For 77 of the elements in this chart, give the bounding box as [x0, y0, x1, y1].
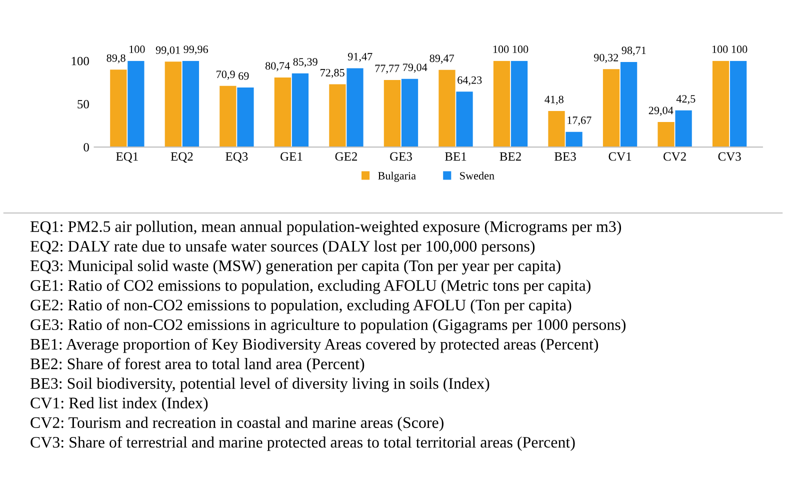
- bar: [401, 78, 418, 148]
- text: BE1: Average proportion of Key Biodiversity Areas covered by protected areas (Percent): [30, 338, 598, 353]
- bar: [602, 69, 620, 148]
- text: EQ2: DALY rate due to unsafe water sources (DALY lost per 100,000 persons): [30, 240, 535, 255]
- bar: [566, 132, 582, 148]
- data-label: 41,8: [544, 96, 564, 105]
- data-label: 70,9: [216, 70, 235, 80]
- x-tick-label: CV1: [608, 152, 632, 161]
- text: EQ1: PM2.5 air pollution, mean annual population-weighted exposure (Micrograms per m3): [30, 220, 622, 236]
- x-tick-label: EQ1: [116, 152, 138, 163]
- bar: [510, 60, 528, 148]
- data-label: 99,01: [156, 46, 180, 56]
- data-label: 100: [732, 46, 748, 54]
- data-label: 72,85: [320, 68, 344, 78]
- data-label: 100: [130, 46, 145, 54]
- y-tick-label: 100: [72, 56, 89, 66]
- x-tick-label: BE3: [554, 152, 576, 161]
- bar: [292, 73, 309, 148]
- data-label: 79,04: [403, 64, 428, 73]
- bar: [675, 110, 692, 148]
- data-label: 89,8: [106, 54, 126, 64]
- x-tick-label: CV2: [664, 152, 686, 161]
- bar: [110, 70, 127, 148]
- x-tick-label: EQ2: [170, 152, 193, 163]
- bar: [548, 111, 565, 148]
- bar: [346, 68, 364, 148]
- text: GE2: Ratio of non-CO2 emissions to population, excluding AFOLU (Ton per capita): [30, 299, 572, 314]
- x-tick-label: GE1: [280, 152, 302, 161]
- y-tick-label: 0: [84, 143, 89, 152]
- bar: [456, 92, 473, 148]
- data-label: 29,04: [648, 106, 674, 116]
- text: CV1: Red list index (Index): [30, 397, 208, 412]
- data-label: 77,77: [375, 64, 400, 74]
- data-label: 100: [512, 46, 528, 54]
- bar: [182, 60, 200, 148]
- x-tick-label: GE3: [390, 152, 412, 161]
- bar: [128, 60, 144, 148]
- bar: [164, 62, 182, 148]
- bar: [274, 77, 292, 148]
- y-tick-label: 50: [78, 100, 89, 108]
- data-label: 42,5: [676, 95, 696, 104]
- data-label: 90,32: [594, 54, 618, 63]
- bar: [237, 88, 254, 148]
- x-tick-label: EQ3: [226, 152, 248, 163]
- text: GE3: Ratio of non-CO2 emissions in agriculture to population (Gigagrams per 1000 persons): [30, 318, 626, 334]
- x-tick-label: BE1: [445, 152, 466, 161]
- text: BE3: Soil biodiversity, potential level of diversity living in soils (Index): [30, 377, 490, 392]
- data-label: 100: [712, 46, 728, 54]
- data-label: 89,47: [430, 54, 454, 64]
- bar: [658, 122, 674, 148]
- data-label: 98,71: [622, 46, 646, 56]
- x-tick-label: GE2: [335, 152, 357, 161]
- text: EQ3: Municipal solid waste (MSW) generation per capita (Ton per year per capita): [30, 260, 560, 274]
- text: CV2: Tourism and recreation in coastal and marine areas (Score): [30, 416, 444, 432]
- data-label: 91,47: [348, 52, 372, 62]
- data-label: 85,39: [293, 58, 318, 68]
- data-label: 80,74: [266, 62, 290, 72]
- legend-label: Bulgaria: [378, 172, 416, 182]
- x-tick-label: CV3: [718, 152, 741, 161]
- text: GE1: Ratio of CO2 emissions to population, excluding AFOLU (Metric tons per capita): [30, 279, 590, 294]
- bar: [220, 86, 236, 148]
- text: BE2: Share of forest area to total land area (Percent): [30, 358, 364, 373]
- bar: [712, 60, 730, 148]
- data-label: 99,96: [184, 46, 208, 55]
- data-label: 17,67: [568, 116, 592, 126]
- bar: [493, 60, 510, 148]
- legend-label: Sweden: [460, 172, 494, 180]
- data-label: 69: [238, 72, 249, 80]
- bar: [730, 60, 747, 148]
- data-label: 100: [493, 46, 509, 54]
- bar: [620, 62, 638, 148]
- x-tick-label: BE2: [500, 152, 521, 161]
- bar: [438, 70, 456, 148]
- text: CV3: Share of terrestrial and marine protected areas to total territorial areas (Percent): [30, 436, 575, 451]
- bar: [384, 80, 401, 148]
- bar: [329, 84, 346, 148]
- data-label: 64,23: [458, 76, 482, 86]
